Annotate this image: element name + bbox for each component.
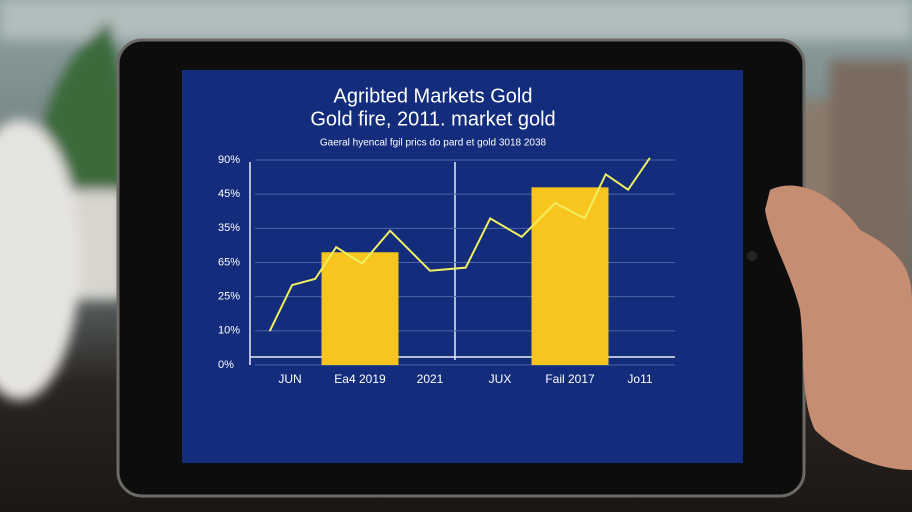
screen	[182, 70, 743, 463]
chart-subtitle: Gold fire, 2011. market gold	[310, 108, 555, 130]
y-tick-label: 90%	[218, 154, 240, 166]
bar	[531, 187, 609, 365]
y-tick-label: 35%	[218, 222, 240, 234]
x-tick-label: Ea4 2019	[334, 372, 386, 386]
x-tick-label: JUX	[489, 372, 512, 386]
x-tick-label: Jo11	[627, 372, 652, 386]
y-tick-label: 25%	[218, 291, 240, 303]
chart-title: Agribted Markets Gold	[334, 85, 533, 107]
y-tick-label: 45%	[218, 188, 240, 200]
background-blur	[0, 0, 912, 400]
chart-caption: Gaeral hyencal fgil prics do pard et gol…	[320, 138, 547, 149]
line	[268, 157, 651, 332]
y-tick-label: 65%	[218, 256, 240, 268]
x-tick-label: Fail 2017	[545, 372, 595, 386]
plot: 0% 10% 25% 65% 35% 45% 90% JUN Ea4 2019 2021 JUX Fa…	[218, 154, 675, 386]
bar	[321, 252, 399, 365]
hand	[765, 185, 912, 470]
x-tick-label: JUN	[278, 372, 301, 386]
y-tick-label: 10%	[218, 325, 240, 337]
x-tick-label: 2021	[417, 372, 444, 386]
tablet-button	[747, 251, 757, 261]
y-tick-label: 0%	[218, 359, 234, 371]
